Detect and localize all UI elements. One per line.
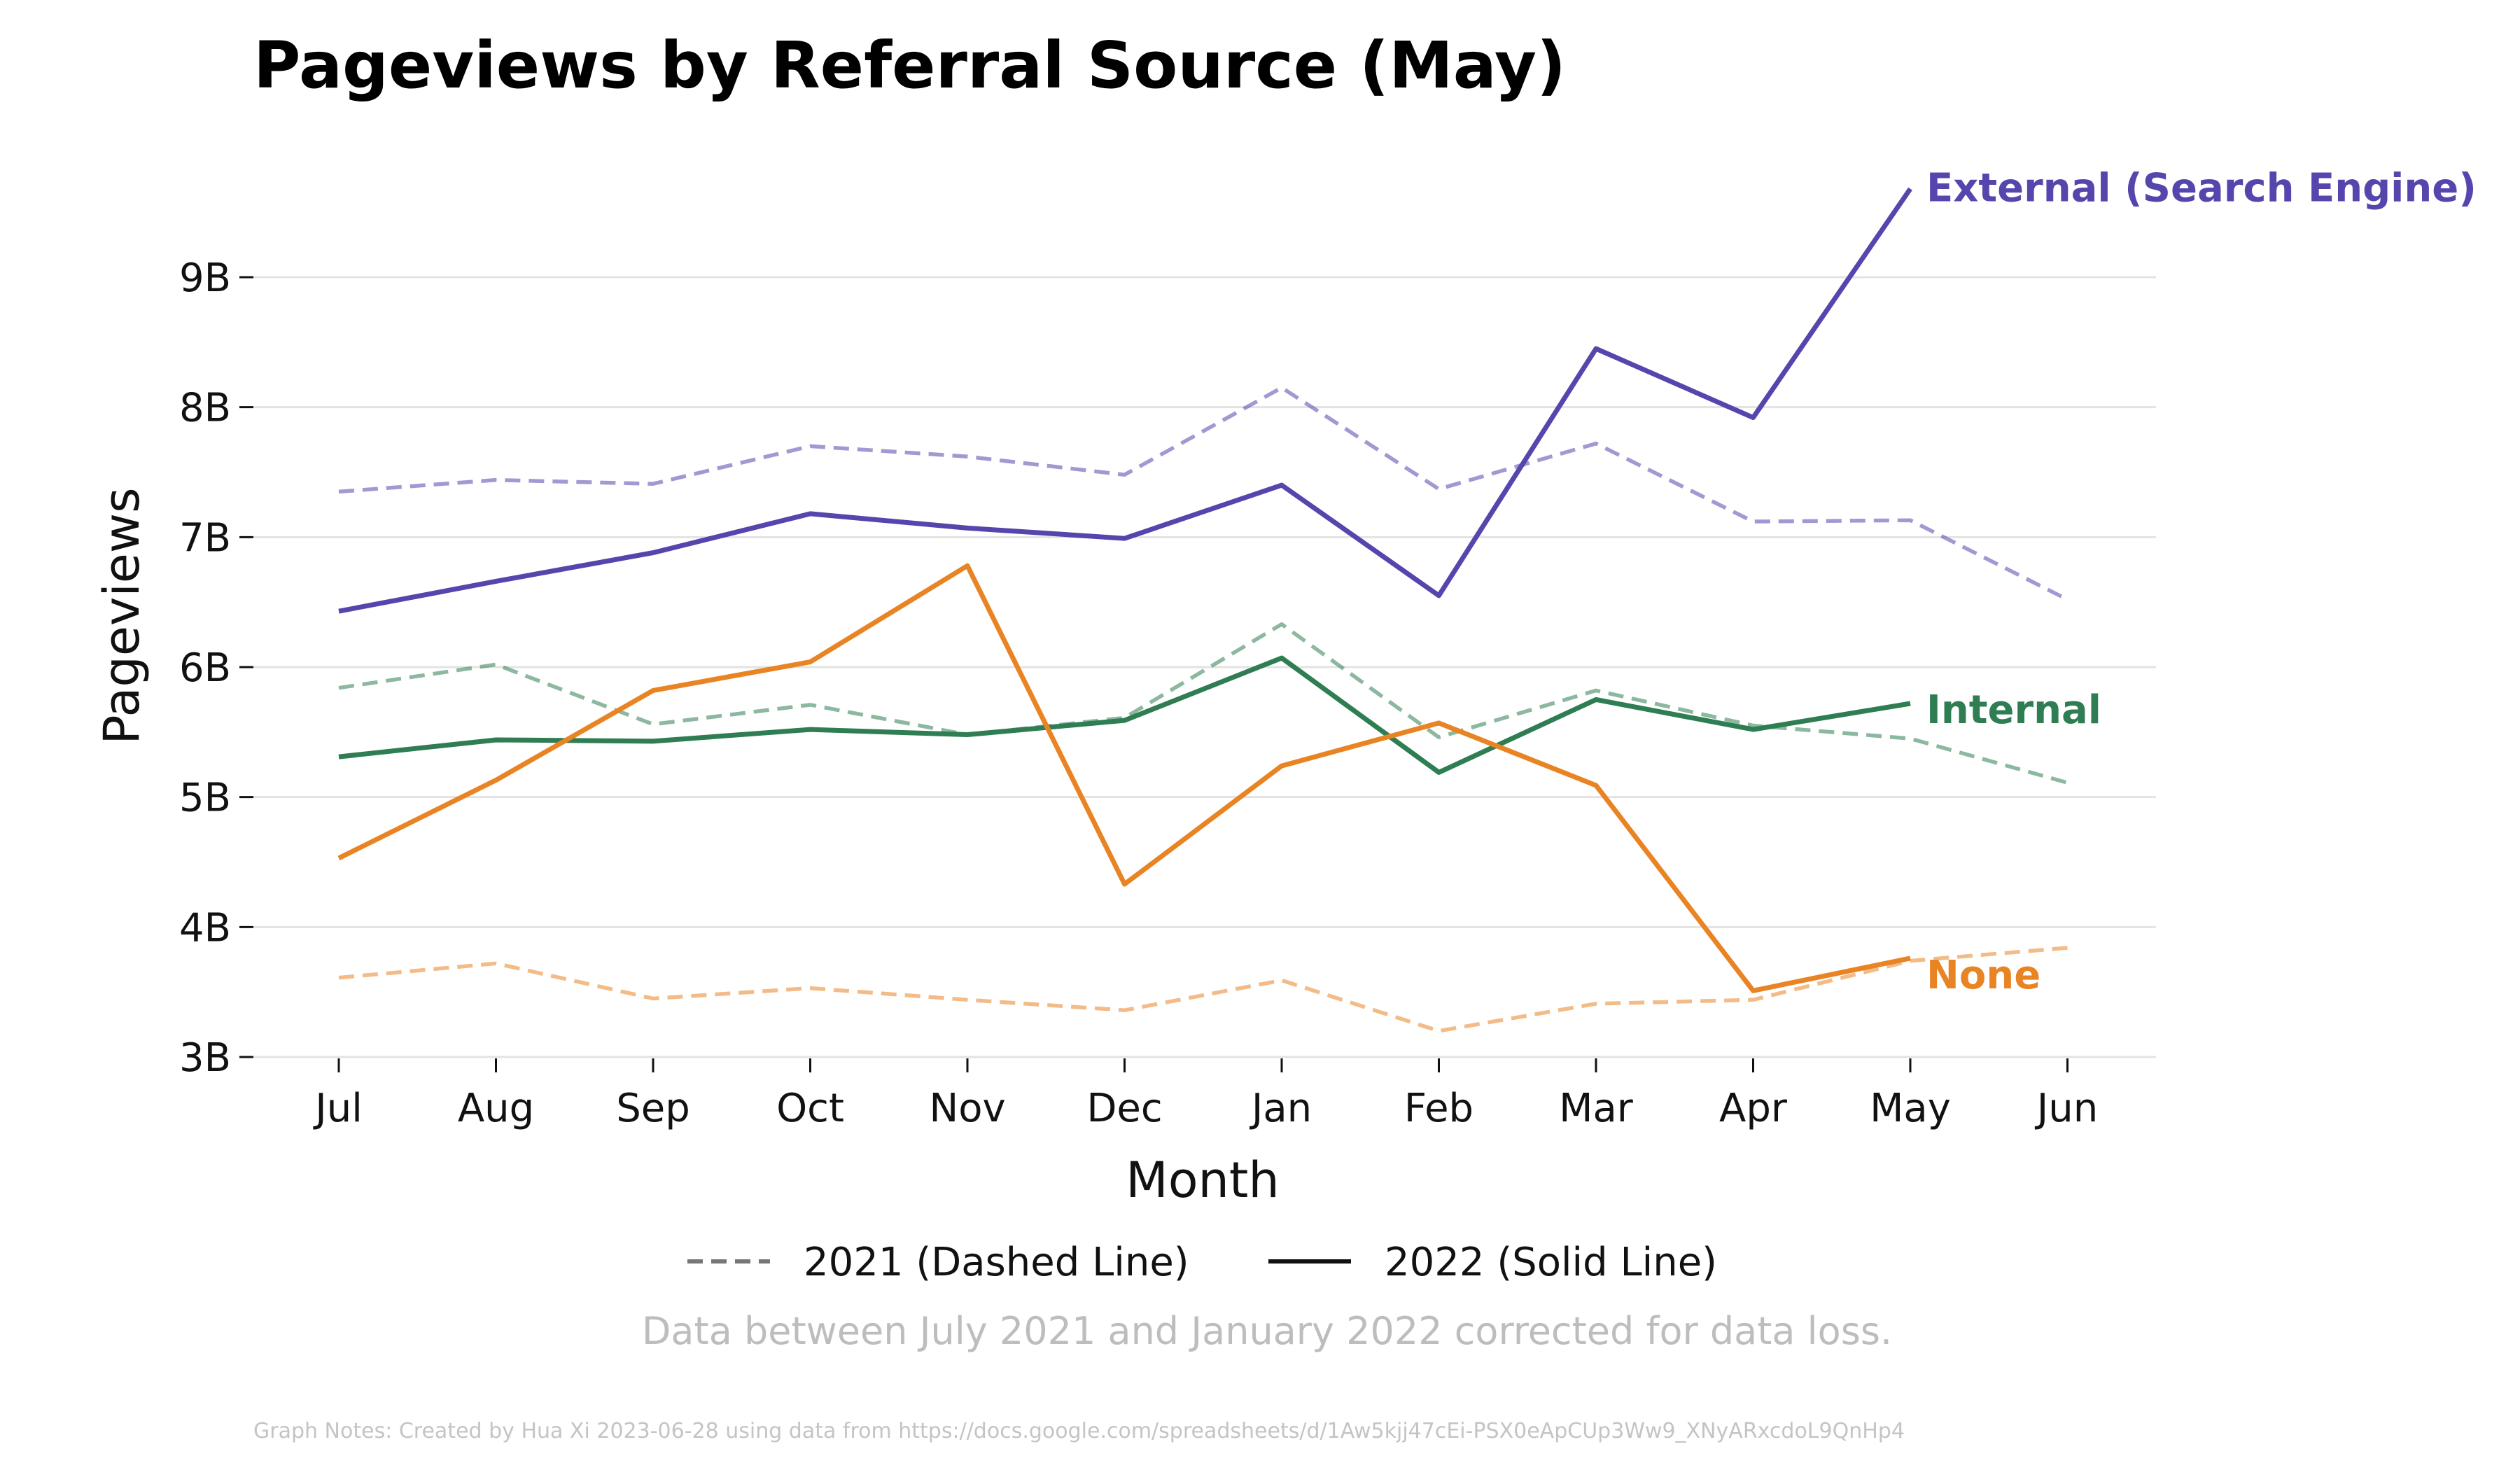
y-tick-label: 3B <box>179 1035 231 1081</box>
x-tick-label: May <box>1870 1086 1951 1131</box>
series-external-search-engine-2021-line <box>338 386 2068 601</box>
x-tick-label: Jul <box>313 1086 363 1131</box>
x-tick-label: Oct <box>776 1086 844 1131</box>
x-tick-label: Feb <box>1404 1086 1474 1131</box>
x-tick-label: Jun <box>2035 1086 2099 1131</box>
series-label-none: None <box>1926 953 2040 998</box>
series-label-internal: Internal <box>1926 687 2101 733</box>
chart-title: Pageviews by Referral Source (May) <box>253 28 1566 103</box>
x-tick-label: Apr <box>1719 1086 1788 1131</box>
legend-dashed-label: 2021 (Dashed Line) <box>804 1240 1189 1285</box>
x-tick-label: Sep <box>616 1086 690 1131</box>
x-axis-label: Month <box>1126 1152 1279 1209</box>
x-tick-label: Mar <box>1559 1086 1634 1131</box>
y-axis-ticks: 3B 4B 5B 6B 7B 8B 9B <box>179 255 253 1081</box>
y-tick-label: 7B <box>179 515 231 561</box>
y-tick-label: 6B <box>179 645 231 691</box>
x-tick-label: Nov <box>929 1086 1005 1131</box>
y-tick-label: 5B <box>179 776 231 821</box>
y-tick-label: 8B <box>179 386 231 431</box>
series-internal-2021-line <box>338 622 2068 785</box>
series-label-external-search-engine: External (Search Engine) <box>1926 166 2477 211</box>
legend: 2021 (Dashed Line) 2022 (Solid Line) <box>687 1240 1717 1285</box>
series-labels: External (Search Engine) Internal None <box>1926 166 2477 998</box>
y-tick-label: 9B <box>179 255 231 301</box>
x-tick-label: Jan <box>1250 1086 1312 1131</box>
y-tick-label: 4B <box>179 905 231 951</box>
series-none-2022-line <box>337 563 1911 993</box>
legend-solid-label: 2022 (Solid Line) <box>1385 1240 1717 1285</box>
series-external-search-engine-2022-line <box>338 187 1912 614</box>
x-tick-label: Aug <box>458 1086 534 1131</box>
chart-note: Data between July 2021 and January 2022 … <box>642 1309 1892 1353</box>
series-lines <box>337 187 2068 1033</box>
series-none-2021-line <box>338 946 2068 1033</box>
series-internal-2022-line <box>338 655 1911 775</box>
x-tick-label: Dec <box>1086 1086 1162 1131</box>
chart-footer: Graph Notes: Created by Hua Xi 2023-06-2… <box>253 1419 1905 1443</box>
gridlines <box>253 276 2156 1058</box>
y-axis-label: Pageviews <box>93 487 150 744</box>
x-axis-ticks: Jul Aug Sep Oct Nov Dec Jan Feb Mar Apr May Jun <box>313 1058 2098 1131</box>
